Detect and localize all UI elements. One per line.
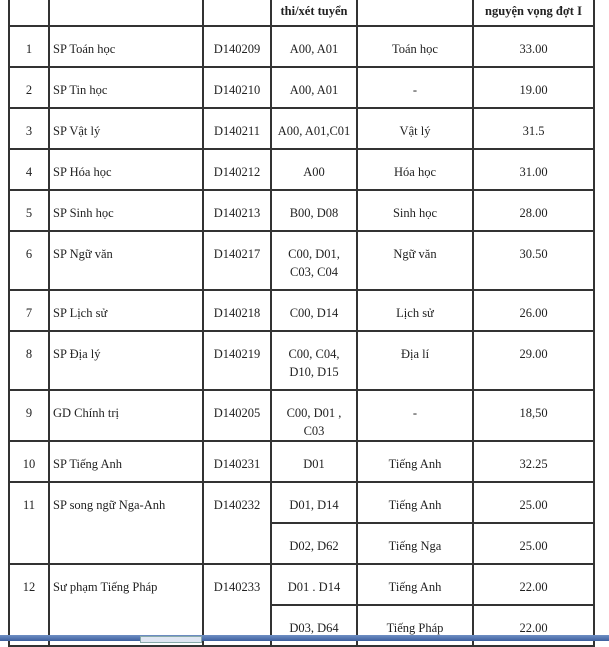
major-name-cell: SP Địa lý xyxy=(48,330,204,391)
row-number-cell: 11 xyxy=(8,481,50,565)
subject-combo-cell: A00 xyxy=(270,148,358,191)
subject-combo-cell: D01 . D14 xyxy=(270,563,358,606)
row-number-cell: 8 xyxy=(8,330,50,391)
major-code-cell: D140231 xyxy=(202,440,272,483)
table-row: 5 SP Sinh học D140213 B00, D08 Sinh học 28.00 xyxy=(8,189,595,232)
row-number-cell: 2 xyxy=(8,66,50,109)
table-row: 9 GD Chính trị D140205 C00, D01 , C03-18,50 xyxy=(8,389,595,442)
major-name-cell: SP Hóa học xyxy=(48,148,204,191)
main-subject-cell: Vật lý xyxy=(356,107,474,150)
table-row: 11 SP song ngữ Nga-Anh D140232 D01, D14 Tiến… xyxy=(8,481,595,565)
score-cell: 25.00 xyxy=(472,522,595,565)
major-code-cell: D140212 xyxy=(202,148,272,191)
major-code-cell: D140211 xyxy=(202,107,272,150)
main-subject-cell: Ngữ văn xyxy=(356,230,474,291)
table-row: 6 SP Ngữ văn D140217 C00, D01, C03, C04 Ngữ … xyxy=(8,230,595,291)
major-name-cell: Sư phạm Tiếng Pháp xyxy=(48,563,204,647)
table-row: 2 SP Tin học D140210 A00, A01-19.00 xyxy=(8,66,595,109)
major-name-cell: SP Lịch sử xyxy=(48,289,204,332)
row-number-cell: 9 xyxy=(8,389,50,442)
header-cell xyxy=(8,0,50,27)
subject-combo-cell: A00, A01 xyxy=(270,66,358,109)
score-cell: 29.00 xyxy=(472,330,595,391)
major-name-cell: SP Tin học xyxy=(48,66,204,109)
score-cell: 30.50 xyxy=(472,230,595,291)
subject-combo-cell: A00, A01 xyxy=(270,25,358,68)
main-subject-cell: Sinh học xyxy=(356,189,474,232)
row-number-cell: 5 xyxy=(8,189,50,232)
header-cell xyxy=(356,0,474,27)
major-code-cell: D140205 xyxy=(202,389,272,442)
score-cell: 26.00 xyxy=(472,289,595,332)
major-code-cell: D140233 xyxy=(202,563,272,647)
major-code-cell: D140219 xyxy=(202,330,272,391)
score-cell: 33.00 xyxy=(472,25,595,68)
header-cell xyxy=(48,0,204,27)
major-name-cell: SP Toán học xyxy=(48,25,204,68)
subject-combo-cell: C00, D01 , C03 xyxy=(270,389,358,442)
major-name-cell: SP Ngữ văn xyxy=(48,230,204,291)
score-cell: 32.25 xyxy=(472,440,595,483)
header-cell: nguyện vọng đợt I xyxy=(472,0,595,27)
subject-combo-cell: C00, D01, C03, C04 xyxy=(270,230,358,291)
header-row: thi/xét tuyển nguyện vọng đợt I xyxy=(8,0,595,27)
subject-combo-cell: A00, A01,C01 xyxy=(270,107,358,150)
row-number-cell: 12 xyxy=(8,563,50,647)
score-cell: 18,50 xyxy=(472,389,595,442)
subject-combo-cell: D01 xyxy=(270,440,358,483)
row-number-cell: 3 xyxy=(8,107,50,150)
major-code-cell: D140213 xyxy=(202,189,272,232)
major-code-cell: D140210 xyxy=(202,66,272,109)
table-row: 10 SP Tiếng Anh D140231 D01 Tiếng Anh 32.25 xyxy=(8,440,595,483)
score-cell: 31.00 xyxy=(472,148,595,191)
main-subject-cell: Toán học xyxy=(356,25,474,68)
taskbar xyxy=(0,635,609,641)
score-cell: 22.00 xyxy=(472,563,595,606)
taskbar-button[interactable] xyxy=(140,636,202,643)
row-number-cell: 10 xyxy=(8,440,50,483)
table-row: 4 SP Hóa học D140212 A00 Hóa học 31.00 xyxy=(8,148,595,191)
row-number-cell: 4 xyxy=(8,148,50,191)
score-cell: 28.00 xyxy=(472,189,595,232)
score-cell: 19.00 xyxy=(472,66,595,109)
table-row: 7 SP Lịch sử D140218 C00, D14 Lịch sử 26.00 xyxy=(8,289,595,332)
major-code-cell: D140232 xyxy=(202,481,272,565)
major-code-cell: D140218 xyxy=(202,289,272,332)
main-subject-cell: Tiếng Anh xyxy=(356,563,474,606)
subject-combo-cell: D02, D62 xyxy=(270,522,358,565)
row-number-cell: 7 xyxy=(8,289,50,332)
major-code-cell: D140209 xyxy=(202,25,272,68)
subject-combo-cell: C00, D14 xyxy=(270,289,358,332)
table-row: 1 SP Toán học D140209 A00, A01 Toán học 33.00 xyxy=(8,25,595,68)
admission-scores-table: thi/xét tuyển nguyện vọng đợt I 1 SP Toán… xyxy=(8,0,595,647)
table-row: 12 Sư phạm Tiếng Pháp D140233 D01 . D14 Tiến… xyxy=(8,563,595,647)
major-name-cell: SP Tiếng Anh xyxy=(48,440,204,483)
main-subject-cell: Tiếng Anh xyxy=(356,481,474,524)
main-subject-cell: Địa lí xyxy=(356,330,474,391)
row-number-cell: 6 xyxy=(8,230,50,291)
main-subject-cell: - xyxy=(356,389,474,442)
table-row: D02, D62 Tiếng Nga 25.00 xyxy=(9,522,595,565)
main-subject-cell: - xyxy=(356,66,474,109)
header-cell: thi/xét tuyển xyxy=(270,0,358,27)
table-row: 3 SP Vật lý D140211 A00, A01,C01 Vật lý 31.5 xyxy=(8,107,595,150)
score-cell: 31.5 xyxy=(472,107,595,150)
major-name-cell: SP Vật lý xyxy=(48,107,204,150)
main-subject-cell: Lịch sử xyxy=(356,289,474,332)
table-row: 8 SP Địa lý D140219 C00, C04, D10, D15 Địa l… xyxy=(8,330,595,391)
main-subject-cell: Tiếng Nga xyxy=(356,522,474,565)
row-number-cell: 1 xyxy=(8,25,50,68)
subject-combo-cell: B00, D08 xyxy=(270,189,358,232)
main-subject-cell: Tiếng Anh xyxy=(356,440,474,483)
major-code-cell: D140217 xyxy=(202,230,272,291)
major-name-cell: SP song ngữ Nga-Anh xyxy=(48,481,204,565)
header-cell xyxy=(202,0,272,27)
score-cell: 25.00 xyxy=(472,481,595,524)
main-subject-cell: Hóa học xyxy=(356,148,474,191)
subject-combo-cell: D01, D14 xyxy=(270,481,358,524)
major-name-cell: SP Sinh học xyxy=(48,189,204,232)
major-name-cell: GD Chính trị xyxy=(48,389,204,442)
subject-combo-cell: C00, C04, D10, D15 xyxy=(270,330,358,391)
